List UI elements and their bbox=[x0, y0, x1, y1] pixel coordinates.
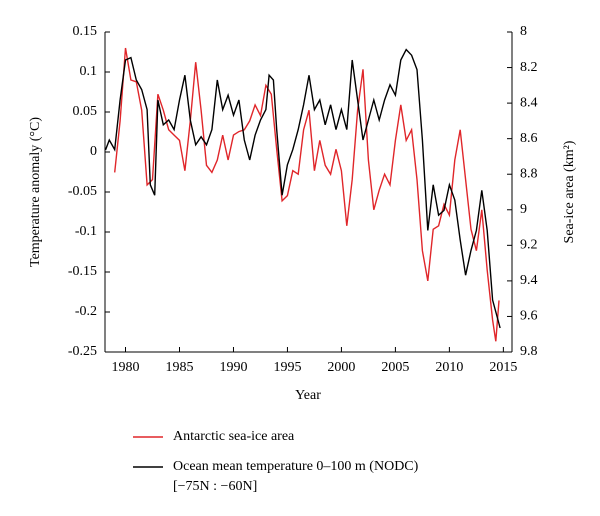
x-axis-label: Year bbox=[295, 388, 321, 403]
legend-label: Ocean mean temperature 0–100 m (NODC) bbox=[173, 459, 419, 474]
y2-tick-label: 9 bbox=[520, 202, 527, 217]
x-tick-label: 1985 bbox=[165, 360, 193, 375]
y-tick-label: -0.05 bbox=[68, 184, 97, 199]
y-tick-label: -0.1 bbox=[75, 224, 97, 239]
y-tick-label: -0.2 bbox=[75, 304, 97, 319]
legend-label: Antarctic sea-ice area bbox=[173, 429, 295, 444]
y2-axis-label: Sea-ice area (km²) bbox=[562, 140, 577, 243]
y-axis-label: Temperature anomaly (°C) bbox=[28, 117, 43, 267]
y2-tick-label: 8.8 bbox=[520, 166, 538, 181]
y-tick-label: 0.1 bbox=[80, 64, 98, 79]
y-tick-label: -0.15 bbox=[68, 264, 97, 279]
x-tick-label: 1980 bbox=[112, 360, 140, 375]
y-tick-label: 0.05 bbox=[73, 104, 98, 119]
x-tick-label: 2010 bbox=[435, 360, 463, 375]
y2-tick-label: 9.2 bbox=[520, 238, 538, 253]
y2-tick-label: 8.6 bbox=[520, 131, 538, 146]
line-series bbox=[104, 48, 501, 329]
y-tick-label: -0.25 bbox=[68, 344, 97, 359]
y-tick-label: 0 bbox=[90, 144, 97, 159]
y2-tick-label: 9.6 bbox=[520, 309, 538, 324]
y2-tick-label: 8.2 bbox=[520, 60, 538, 75]
x-tick-label: 2005 bbox=[381, 360, 409, 375]
y2-tick-label: 8.4 bbox=[520, 95, 538, 110]
x-tick-label: 1990 bbox=[219, 360, 247, 375]
x-tick-label: 2015 bbox=[489, 360, 517, 375]
line-series bbox=[114, 47, 500, 342]
y2-tick-label: 8 bbox=[520, 24, 527, 39]
x-tick-label: 2000 bbox=[327, 360, 355, 375]
x-tick-label: 1995 bbox=[273, 360, 301, 375]
y2-tick-label: 9.8 bbox=[520, 344, 538, 359]
y-tick-label: 0.15 bbox=[73, 24, 98, 39]
legend-note: [−75N : −60N] bbox=[173, 479, 257, 494]
y2-tick-label: 9.4 bbox=[520, 273, 538, 288]
